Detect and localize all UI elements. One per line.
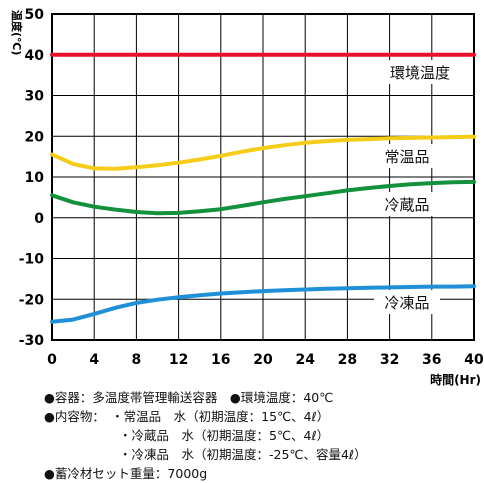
series-line-冷凍品 <box>50 284 476 324</box>
y-tick-label: 0 <box>34 211 44 227</box>
x-tick-label: 36 <box>422 352 441 368</box>
series-label-box <box>377 60 463 84</box>
series-line-常温品 <box>50 134 476 171</box>
x-tick-label: 16 <box>211 352 230 368</box>
y-tick-label: 50 <box>25 7 45 23</box>
y-tick-label: 30 <box>25 89 45 105</box>
y-tick-label: 10 <box>25 170 45 186</box>
note-container: ●容器：多温度帯管理輸送容器 ●環境温度：40℃ <box>44 390 334 405</box>
series-label: 環境温度 <box>390 64 450 82</box>
note-contents-room: ●内容物： ・常温品 水（初期温度：15℃、4ℓ） <box>44 409 330 424</box>
x-tick-label: 24 <box>295 352 315 368</box>
series-label-box <box>374 290 440 314</box>
y-tick-label: -30 <box>19 333 45 349</box>
x-tick-label: 32 <box>380 352 399 368</box>
series-label: 冷蔵品 <box>384 196 429 214</box>
series-label: 常温品 <box>384 148 429 166</box>
x-tick-label: 0 <box>47 352 57 368</box>
x-tick-label: 12 <box>169 352 188 368</box>
y-tick-label: 40 <box>25 48 45 64</box>
series-label: 冷凍品 <box>384 294 429 312</box>
note-contents-frozen: ・冷凍品 水（初期温度：-25℃、容量4ℓ） <box>44 447 367 462</box>
plot-frame <box>51 13 475 341</box>
series-line-冷蔵品 <box>50 179 476 216</box>
x-tick-label: 4 <box>89 352 99 368</box>
x-tick-label: 8 <box>132 352 142 368</box>
note-coolant-weight: ●蓄冷材セット重量：7000g <box>44 466 208 481</box>
y-tick-label: 20 <box>25 129 45 145</box>
notes-block: ●容器：多温度帯管理輸送容器 ●環境温度：40℃ ●内容物： ・常温品 水（初期… <box>44 388 367 483</box>
x-tick-label: 28 <box>338 352 357 368</box>
note-contents-chilled: ・冷蔵品 水（初期温度：5℃、4ℓ） <box>44 428 330 443</box>
y-tick-label: -10 <box>19 252 45 268</box>
y-axis-label: 温度(℃) <box>10 10 24 55</box>
x-axis-label: 時間(Hr) <box>430 372 481 387</box>
series-label-box <box>374 192 440 216</box>
x-tick-label: 20 <box>253 352 273 368</box>
y-tick-label: -20 <box>19 292 45 308</box>
x-tick-label: 40 <box>464 352 484 368</box>
chart-series <box>50 52 476 324</box>
series-label-box <box>374 144 440 168</box>
